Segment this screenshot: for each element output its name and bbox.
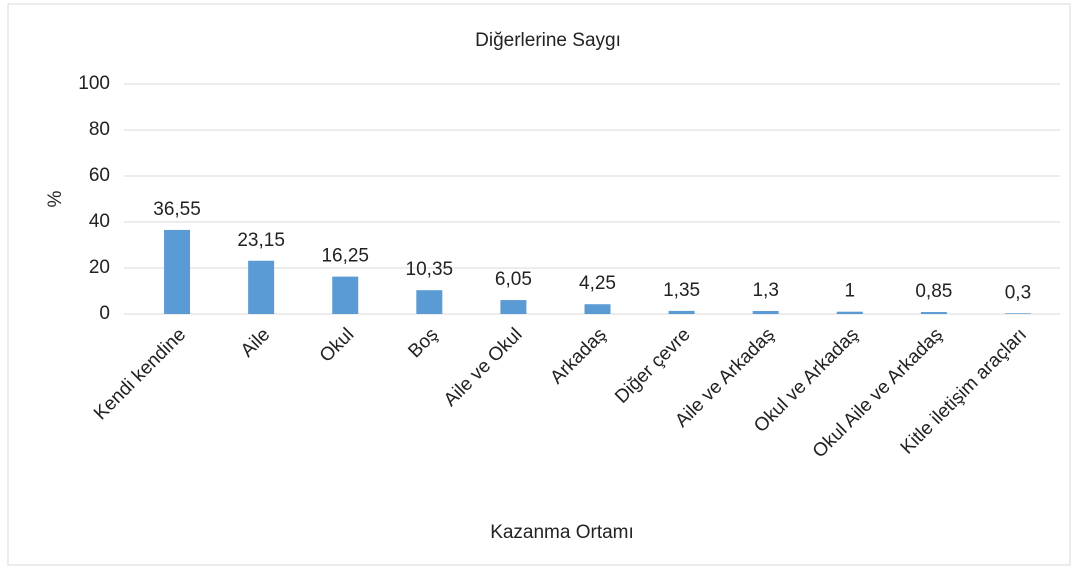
y-tick-label: 60	[89, 165, 110, 186]
value-label: 6,05	[495, 269, 532, 290]
bar	[668, 310, 695, 314]
y-tick-label: 80	[89, 119, 110, 140]
value-label: 1,35	[663, 280, 700, 301]
value-label: 1	[844, 281, 855, 302]
bar	[920, 312, 947, 314]
value-label: 10,35	[406, 259, 454, 280]
bar	[752, 311, 779, 314]
value-label: 4,25	[579, 273, 616, 294]
chart-title: Diğerlerine Saygı	[475, 30, 621, 51]
y-tick-label: 0	[99, 303, 110, 324]
bar	[416, 290, 443, 314]
value-label: 36,55	[153, 199, 201, 220]
value-label: 23,15	[237, 230, 285, 251]
value-label: 0,85	[915, 281, 952, 302]
bar	[836, 311, 863, 314]
value-label: 0,3	[1005, 282, 1031, 303]
y-axis-label: %	[45, 190, 66, 207]
bar	[1004, 313, 1031, 314]
y-tick-label: 100	[78, 73, 110, 94]
y-tick-label: 40	[89, 211, 110, 232]
y-tick-label: 20	[89, 257, 110, 278]
bar	[332, 276, 359, 314]
value-label: 1,3	[752, 280, 778, 301]
value-label: 16,25	[321, 246, 369, 267]
bar	[164, 229, 191, 314]
bar	[248, 260, 275, 314]
bar	[584, 304, 611, 314]
x-axis-label: Kazanma Ortamı	[490, 522, 634, 543]
bar	[500, 300, 527, 314]
